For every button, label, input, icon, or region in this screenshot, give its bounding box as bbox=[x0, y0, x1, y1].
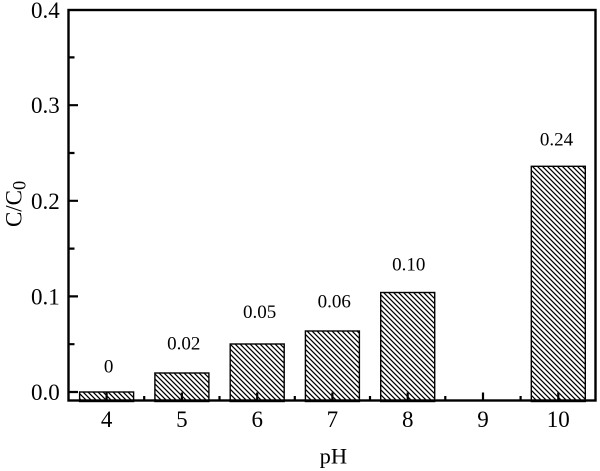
svg-text:0.0: 0.0 bbox=[31, 380, 60, 405]
svg-text:4: 4 bbox=[101, 407, 113, 432]
svg-text:8: 8 bbox=[402, 407, 414, 432]
svg-text:pH: pH bbox=[320, 443, 348, 468]
svg-text:9: 9 bbox=[477, 407, 489, 432]
svg-text:0.2: 0.2 bbox=[31, 189, 60, 214]
svg-text:0: 0 bbox=[104, 357, 114, 378]
svg-text:0.05: 0.05 bbox=[243, 302, 276, 323]
svg-text:0.24: 0.24 bbox=[540, 130, 574, 151]
svg-text:10: 10 bbox=[547, 407, 570, 432]
svg-text:0.4: 0.4 bbox=[31, 0, 60, 23]
svg-text:5: 5 bbox=[176, 407, 188, 432]
svg-text:6: 6 bbox=[251, 407, 263, 432]
svg-text:0.06: 0.06 bbox=[318, 292, 351, 313]
svg-text:0.3: 0.3 bbox=[31, 93, 60, 118]
svg-text:0.10: 0.10 bbox=[392, 255, 425, 276]
svg-text:0.02: 0.02 bbox=[167, 334, 200, 355]
svg-text:0.1: 0.1 bbox=[31, 284, 60, 309]
svg-text:7: 7 bbox=[327, 407, 339, 432]
